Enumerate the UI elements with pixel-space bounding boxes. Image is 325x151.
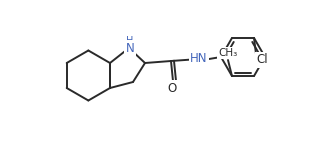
Text: CH₃: CH₃: [218, 48, 238, 58]
Text: N: N: [126, 42, 134, 55]
Text: HN: HN: [190, 51, 208, 64]
Text: O: O: [167, 82, 176, 95]
Text: Cl: Cl: [256, 53, 268, 66]
Text: H: H: [126, 36, 134, 46]
